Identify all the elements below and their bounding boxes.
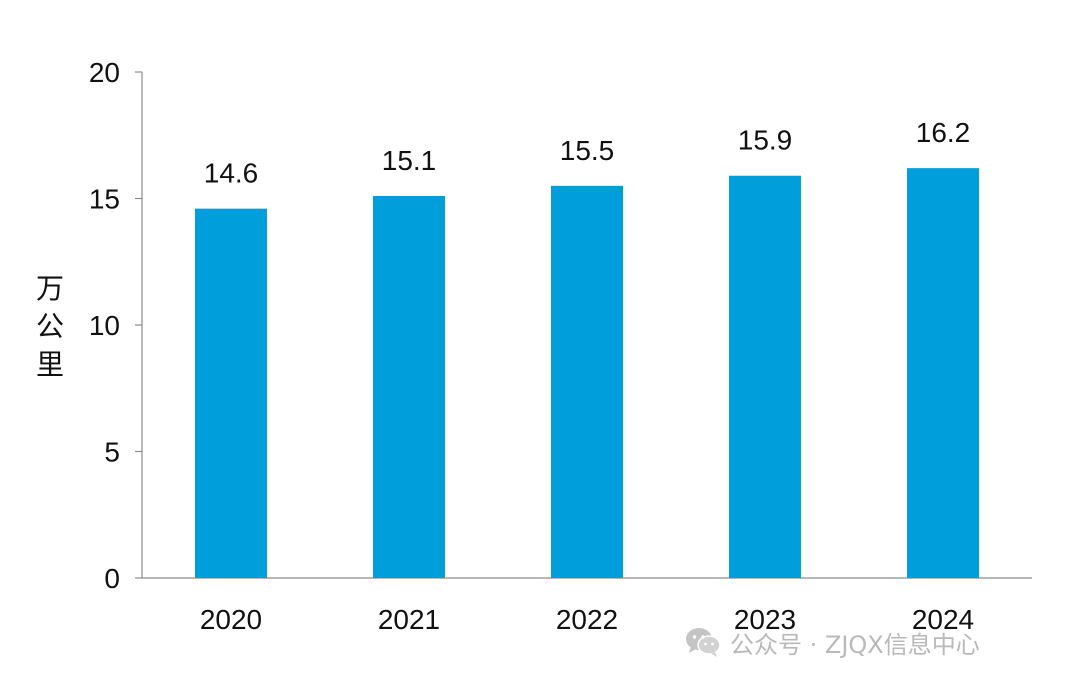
y-axis-label-char: 公 <box>36 310 64 343</box>
y-tick-label: 15 <box>89 184 120 215</box>
bar-2022 <box>551 185 623 578</box>
data-label: 16.2 <box>916 117 971 148</box>
x-tick-label: 2024 <box>912 604 974 635</box>
bar-2020 <box>195 208 267 578</box>
y-axis-title: 万公里 <box>36 272 64 381</box>
x-tick-label: 2020 <box>200 604 262 635</box>
data-labels: 14.6 15.1 15.5 15.9 16.2 <box>204 117 971 188</box>
x-tick-label: 2023 <box>734 604 796 635</box>
bar-2024 <box>907 168 979 578</box>
bars <box>195 168 979 579</box>
watermark: 公众号 · ZJQX信息中心 <box>684 622 980 662</box>
data-label: 15.1 <box>382 145 437 176</box>
data-label: 15.9 <box>738 125 793 156</box>
x-tick-label: 2021 <box>378 604 440 635</box>
y-axis-label-char: 万 <box>36 272 64 305</box>
bar-2023 <box>729 175 801 579</box>
data-label: 15.5 <box>560 135 615 166</box>
y-tick-label: 10 <box>89 310 120 341</box>
watermark-text: 公众号 · ZJQX信息中心 <box>730 630 980 659</box>
data-label: 14.6 <box>204 158 259 189</box>
bar-2021 <box>373 195 445 578</box>
y-tick-label: 5 <box>104 437 120 468</box>
y-axis-label-char: 里 <box>36 348 64 381</box>
x-tick-label: 2022 <box>556 604 618 635</box>
wechat-icon <box>686 628 721 657</box>
y-tick-label: 20 <box>89 57 120 88</box>
y-tick-label: 0 <box>104 563 120 594</box>
